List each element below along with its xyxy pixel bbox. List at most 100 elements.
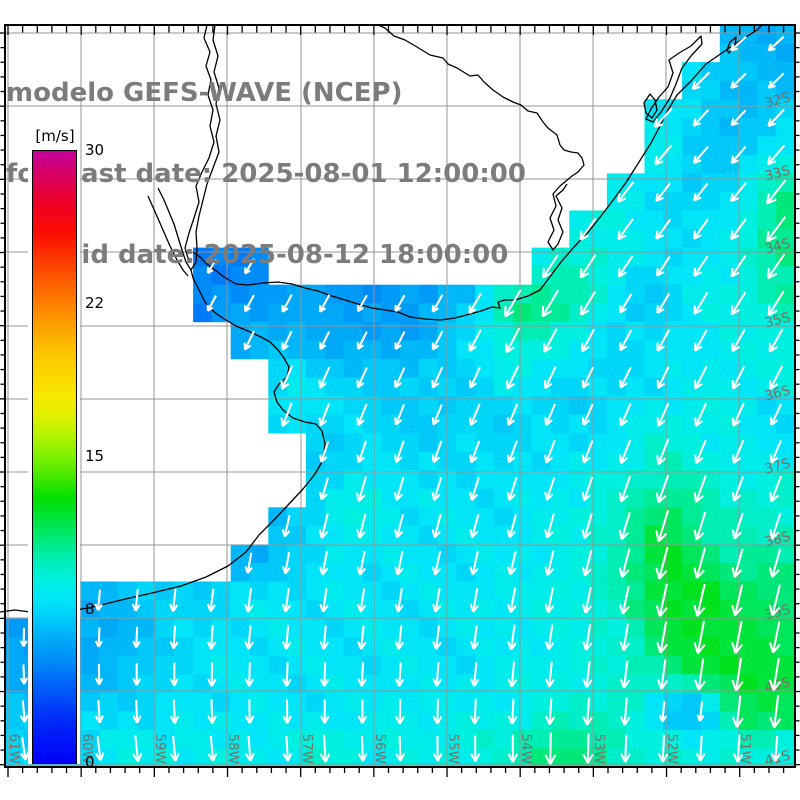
wave-cell xyxy=(381,692,401,712)
wave-cell xyxy=(418,396,438,415)
wave-cell xyxy=(569,284,589,304)
wind-arrow xyxy=(658,700,668,723)
wave-cell xyxy=(494,433,514,452)
wave-cell xyxy=(306,618,326,638)
wind-arrow xyxy=(579,217,597,241)
wave-cell xyxy=(550,729,570,749)
wave-cell xyxy=(381,433,401,452)
wave-cell xyxy=(663,192,683,211)
wave-cell xyxy=(324,377,344,397)
wave-cell xyxy=(287,321,307,341)
wave-cell xyxy=(663,637,683,656)
wave-cell xyxy=(475,618,495,638)
wind-arrow xyxy=(357,699,368,724)
wave-cell xyxy=(701,748,721,767)
wind-arrow xyxy=(769,512,782,540)
wave-cell xyxy=(512,470,533,490)
wave-cell xyxy=(230,674,250,694)
wave-cell xyxy=(701,80,721,100)
wind-arrow xyxy=(356,588,367,613)
wave-cell xyxy=(625,488,645,508)
wave-cell xyxy=(230,729,250,749)
wave-cell xyxy=(306,433,326,452)
wave-cell xyxy=(362,470,382,490)
wind-arrow xyxy=(468,292,482,315)
wind-arrow xyxy=(505,327,521,354)
wave-cell xyxy=(701,711,721,731)
wind-arrow xyxy=(692,109,710,127)
wave-cell xyxy=(381,544,401,564)
wave-cell xyxy=(606,284,627,304)
wave-cell xyxy=(136,600,156,619)
wind-arrow xyxy=(470,735,481,762)
wind-arrow xyxy=(244,258,255,275)
wave-cell xyxy=(757,711,777,731)
wind-arrow xyxy=(469,588,480,613)
coastline-small-lagoon xyxy=(643,93,658,119)
wave-cell xyxy=(306,396,326,415)
wave-cell xyxy=(475,303,495,323)
wave-cell xyxy=(230,655,250,675)
wave-cell xyxy=(757,544,777,564)
wave-cell xyxy=(606,470,627,490)
wave-cell xyxy=(475,321,495,341)
wave-cell xyxy=(362,414,382,434)
wave-cell xyxy=(475,655,495,675)
wave-cell xyxy=(306,284,326,304)
wave-cell xyxy=(418,692,438,712)
wave-cell xyxy=(512,618,533,638)
wave-cell xyxy=(400,674,420,694)
wave-cell xyxy=(117,674,138,694)
wave-cell xyxy=(287,692,307,712)
longitude-label: 58W xyxy=(225,733,241,764)
wave-cell xyxy=(625,284,645,304)
wave-cell xyxy=(531,618,551,638)
wave-cell xyxy=(494,377,514,397)
wind-arrow xyxy=(544,403,556,426)
wind-arrow xyxy=(244,294,255,313)
wind-arrow xyxy=(619,623,631,652)
wind-arrow xyxy=(507,624,517,651)
wave-cell xyxy=(738,692,758,712)
wave-cell xyxy=(193,674,213,694)
wave-cell xyxy=(625,433,645,452)
wave-cell xyxy=(682,321,702,341)
wave-cell xyxy=(682,358,702,378)
wave-cell xyxy=(701,173,721,193)
wave-cell xyxy=(80,637,100,656)
wave-cell xyxy=(625,414,645,434)
wave-cell xyxy=(287,711,307,731)
wave-cell xyxy=(211,655,232,675)
wind-arrow xyxy=(169,625,179,650)
coastline-coastal-lagoon-north xyxy=(726,36,737,54)
wave-cell xyxy=(719,748,739,767)
wave-cell xyxy=(682,396,702,415)
wave-cell xyxy=(117,655,138,675)
wave-cell xyxy=(475,748,495,767)
wind-arrow xyxy=(431,294,444,313)
coastline-uruguay-river-west-bank xyxy=(184,24,215,261)
longitude-label: 61W xyxy=(6,733,22,764)
wind-arrow xyxy=(469,625,480,650)
wave-cell xyxy=(512,563,533,582)
wind-arrow xyxy=(507,698,518,725)
wave-cell xyxy=(400,600,420,619)
wave-cell xyxy=(738,321,758,341)
wave-cell xyxy=(475,414,495,434)
wind-arrow xyxy=(656,292,671,314)
wave-cell xyxy=(400,488,420,508)
wave-cell xyxy=(644,692,664,712)
wave-cell xyxy=(644,340,664,360)
wind-arrow xyxy=(19,664,28,685)
wave-cell xyxy=(569,729,589,749)
wave-cell xyxy=(757,581,777,601)
wind-arrow xyxy=(281,514,291,538)
wave-cell xyxy=(249,711,269,731)
wave-cell xyxy=(776,433,795,452)
wind-arrow xyxy=(731,657,744,692)
wave-cell xyxy=(663,377,683,397)
wave-cell xyxy=(268,618,288,638)
wave-cell xyxy=(362,600,382,619)
wind-arrow xyxy=(581,549,593,577)
wave-cell xyxy=(400,581,420,601)
